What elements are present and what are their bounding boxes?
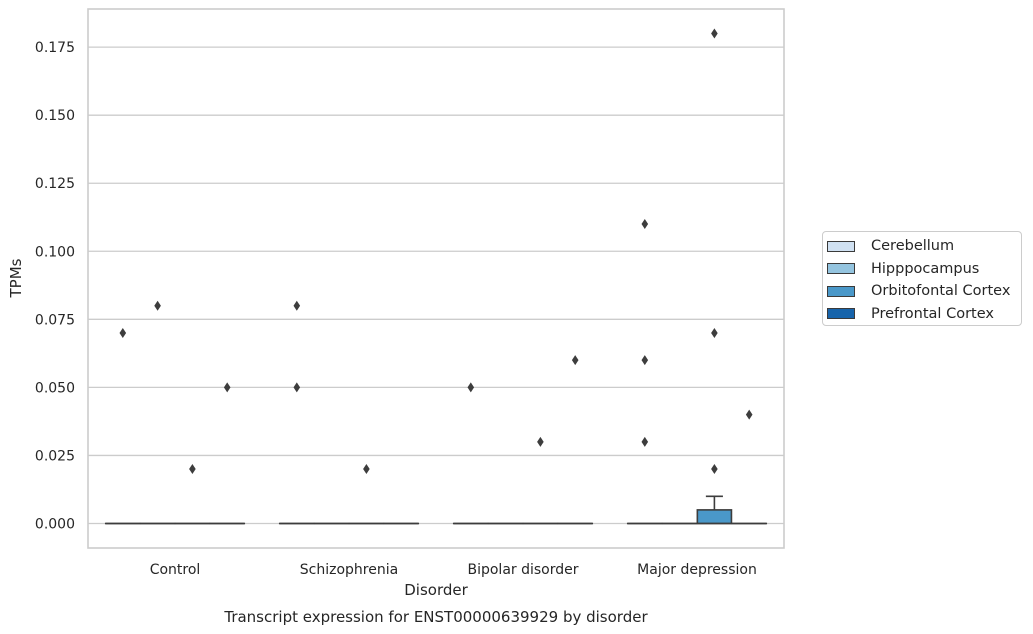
x-axis-label: Disorder bbox=[404, 581, 468, 599]
y-tick-label: 0.150 bbox=[35, 108, 75, 124]
y-tick-label: 0.075 bbox=[35, 312, 75, 328]
outlier-point bbox=[537, 436, 544, 447]
x-tick-label: Schizophrenia bbox=[300, 562, 398, 578]
legend-item-hippocampus: Hipppocampus bbox=[827, 258, 1021, 281]
y-tick-labels: 0.000 0.025 0.050 0.075 0.100 0.125 0.150 0.175 bbox=[35, 40, 75, 532]
outlier-point bbox=[571, 355, 579, 366]
outlier-point bbox=[711, 464, 718, 475]
y-tick-label: 0.025 bbox=[35, 448, 75, 464]
outlier-point bbox=[154, 300, 161, 311]
outliers bbox=[119, 28, 753, 475]
y-tick-label: 0.125 bbox=[35, 176, 75, 192]
legend-label: Cerebellum bbox=[871, 238, 955, 255]
legend-swatch bbox=[827, 263, 855, 275]
legend-label: Orbitofontal Cortex bbox=[871, 283, 1011, 300]
outlier-point bbox=[189, 464, 196, 475]
outlier-point bbox=[293, 300, 301, 311]
outlier-point bbox=[641, 219, 649, 230]
legend-swatch bbox=[827, 240, 855, 252]
legend-label: Hipppocampus bbox=[871, 260, 980, 277]
grid-lines bbox=[88, 46, 784, 525]
outlier-point bbox=[223, 382, 231, 393]
legend: Cerebellum Hipppocampus Orbitofontal Cor… bbox=[822, 231, 1022, 326]
outlier-point bbox=[641, 355, 649, 366]
legend-swatch bbox=[827, 308, 855, 320]
y-tick-label: 0.050 bbox=[35, 380, 75, 396]
plot-frame bbox=[87, 8, 785, 549]
y-tick-label: 0.175 bbox=[35, 40, 75, 56]
legend-item-orbitofrontal-cortex: Orbitofontal Cortex bbox=[827, 280, 1021, 303]
outlier-point bbox=[711, 327, 718, 338]
outlier-point bbox=[641, 436, 649, 447]
y-axis-label: TPMs bbox=[7, 258, 25, 298]
y-tick-label: 0.000 bbox=[35, 517, 75, 533]
outlier-point bbox=[745, 409, 753, 420]
chart-title: Transcript expression for ENST0000063992… bbox=[223, 608, 648, 626]
box bbox=[696, 509, 733, 525]
outlier-point bbox=[293, 382, 301, 393]
boxes bbox=[104, 495, 768, 525]
outlier-point bbox=[363, 464, 370, 475]
y-tick-label: 0.100 bbox=[35, 244, 75, 260]
outlier-point bbox=[467, 382, 475, 393]
legend-item-prefrontal-cortex: Prefrontal Cortex bbox=[827, 303, 1021, 326]
outlier-point bbox=[119, 327, 127, 338]
x-tick-label: Major depression bbox=[637, 562, 757, 578]
legend-label: Prefrontal Cortex bbox=[871, 305, 994, 322]
x-tick-labels: Control Schizophrenia Bipolar disorder Majo… bbox=[150, 562, 757, 578]
x-tick-label: Bipolar disorder bbox=[467, 562, 578, 578]
x-tick-label: Control bbox=[150, 562, 201, 578]
outlier-point bbox=[711, 28, 718, 39]
legend-item-cerebellum: Cerebellum bbox=[827, 235, 1021, 258]
legend-swatch bbox=[827, 285, 855, 297]
